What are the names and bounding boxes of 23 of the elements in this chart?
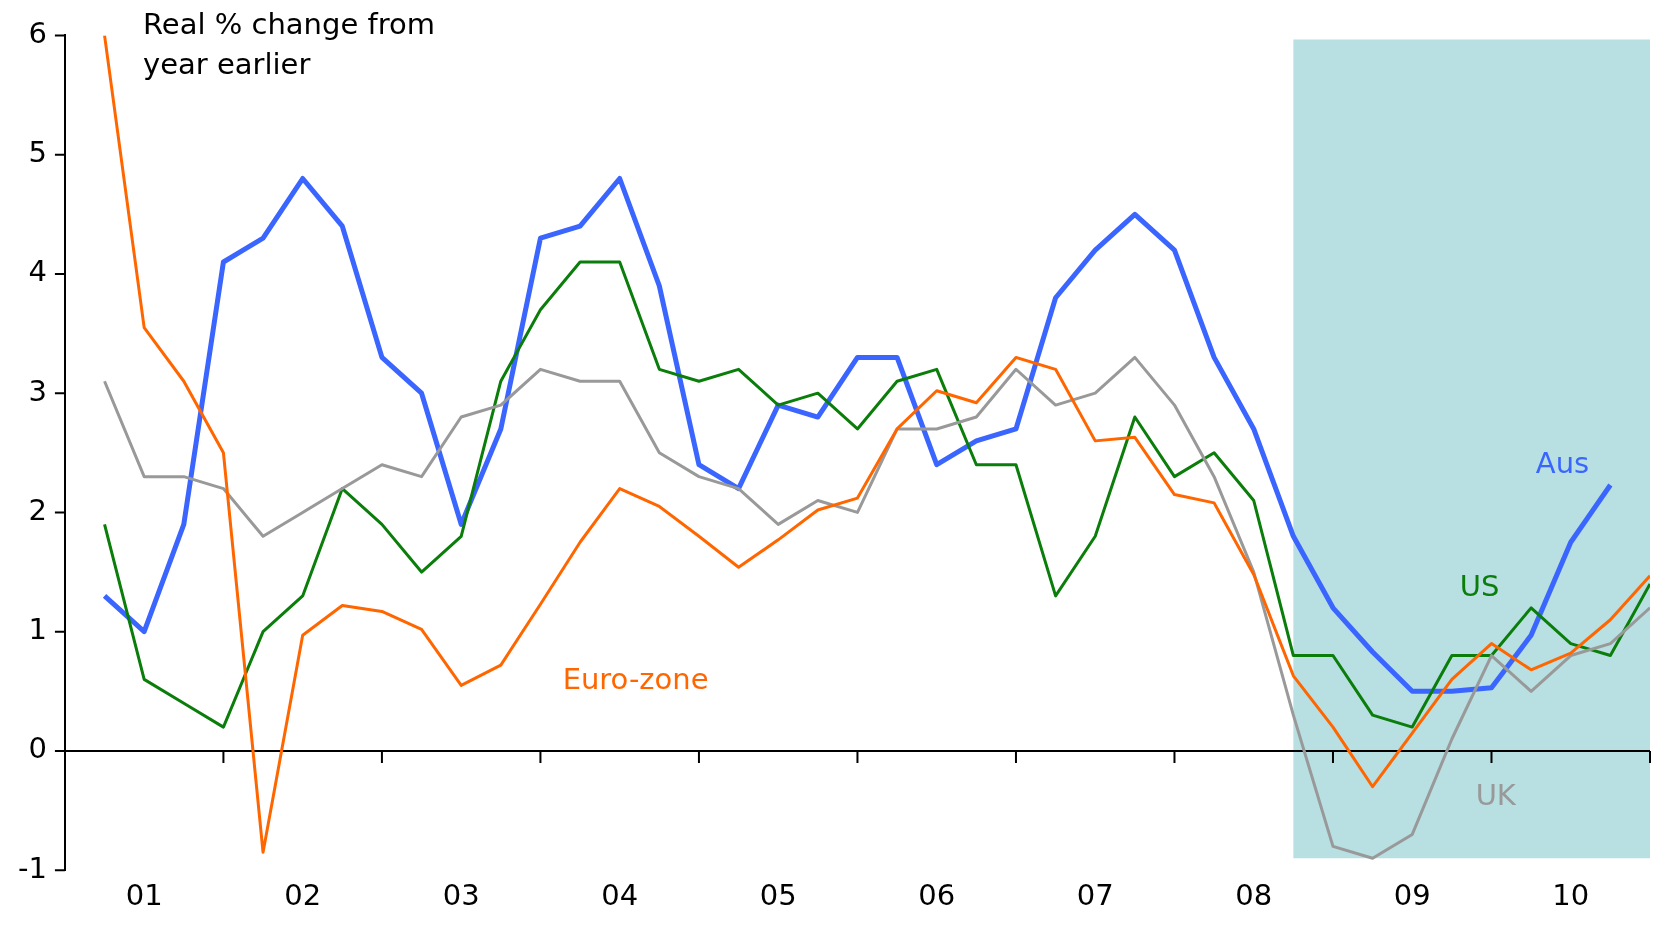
series-label: US <box>1459 569 1500 604</box>
x-tick-label: 06 <box>918 878 956 913</box>
series-label: Aus <box>1535 445 1590 480</box>
x-tick-label: 07 <box>1076 878 1114 913</box>
series-label: Euro-zone <box>562 662 709 697</box>
x-tick-label: 05 <box>759 878 797 913</box>
x-tick-label: 09 <box>1393 878 1431 913</box>
y-axis-title: Real % change from year earlier <box>143 6 436 83</box>
y-tick-label: 3 <box>28 373 47 408</box>
x-tick-label: 10 <box>1552 878 1590 913</box>
y-tick-label: -1 <box>17 850 47 885</box>
series-label: UK <box>1475 778 1517 813</box>
x-tick-label: 03 <box>442 878 480 913</box>
x-tick-label: 08 <box>1235 878 1273 913</box>
x-tick-label: 01 <box>125 878 163 913</box>
y-tick-label: 0 <box>28 731 47 766</box>
y-tick-label: 6 <box>28 15 47 50</box>
x-tick-label: 02 <box>284 878 322 913</box>
x-tick-label: 04 <box>601 878 639 913</box>
y-tick-label: 1 <box>28 612 47 647</box>
y-tick-label: 2 <box>28 492 47 527</box>
y-tick-label: 4 <box>28 254 47 289</box>
y-tick-label: 5 <box>28 135 47 170</box>
